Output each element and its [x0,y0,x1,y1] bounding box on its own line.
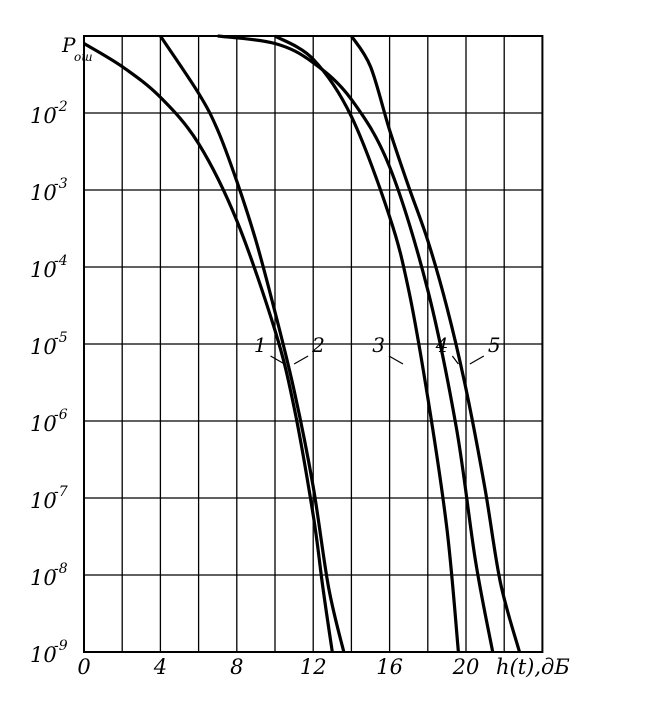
y-tick-exponent: -9 [54,638,68,654]
curve-label-5: 5 [488,333,501,357]
y-tick-base: 10 [30,335,57,359]
x-tick-label: 12 [300,655,327,679]
x-axis-label: h(t),дБ [496,655,570,679]
y-tick-label: 10-3 [30,176,68,205]
y-axis-label-sub: ош [74,50,93,64]
x-tick-label: 8 [230,655,243,679]
y-tick-base: 10 [30,643,57,667]
y-tick-label: 10-2 [30,99,68,128]
y-tick-label: 10-8 [30,561,68,590]
y-axis-label: P ош [61,33,93,64]
curve-label-leader-5 [469,355,485,365]
y-tick-base: 10 [30,489,57,513]
y-tick-base: 10 [30,181,57,205]
y-tick-base: 10 [30,566,57,590]
y-tick-label: 10-7 [30,484,68,513]
x-tick-label: 20 [452,655,480,679]
y-axis-label-main: P [61,33,76,57]
y-tick-label: 10-4 [30,253,68,282]
y-tick-exponent: -5 [54,330,68,346]
curve-label-leader-1 [270,355,285,365]
y-tick-exponent: -6 [54,407,68,423]
curve-label-leader-4 [451,355,459,365]
series-line-5 [350,35,522,653]
chart-grid [83,35,544,653]
series-group [83,34,522,653]
curve-label-2: 2 [311,333,325,357]
y-tick-exponent: -4 [54,253,68,269]
y-tick-exponent: -2 [54,99,68,115]
y-tick-exponent: -8 [54,561,68,577]
curve-label-leader-3 [388,355,404,365]
x-tick-label: 0 [77,655,90,679]
y-tick-base: 10 [30,104,57,128]
x-tick-label: 16 [376,655,403,679]
curve-label-leader-2 [293,355,309,365]
x-tick-label: 4 [153,655,167,679]
y-tick-exponent: -7 [54,484,68,500]
curve-label-1: 1 [254,333,267,357]
y-tick-label: 10-5 [30,330,68,359]
curve-label-3: 3 [372,333,385,357]
y-tick-exponent: -3 [54,176,68,192]
y-tick-label: 10-9 [30,638,68,667]
y-tick-label: 10-6 [30,407,68,436]
series-line-4 [217,34,495,653]
curve-label-4: 4 [435,333,449,357]
curve-labels: 1 2 3 4 5 [254,333,501,357]
y-tick-base: 10 [30,412,57,436]
axis-ticks: 0 4 8 12 16 2010-210-310-410-510-610-710-810-… [30,99,479,679]
series-line-1 [83,42,334,653]
curve-label-leaders [270,355,485,365]
series-line-3 [274,34,460,653]
series-line-2 [159,35,346,653]
y-tick-base: 10 [30,258,57,282]
